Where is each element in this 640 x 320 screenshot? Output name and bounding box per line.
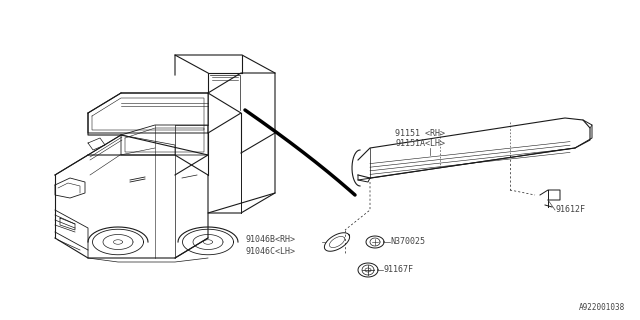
Text: 91151A<LH>: 91151A<LH>: [395, 139, 445, 148]
Text: N370025: N370025: [390, 237, 425, 246]
Text: 91151 <RH>: 91151 <RH>: [395, 129, 445, 138]
Text: 91046B<RH>: 91046B<RH>: [245, 236, 295, 244]
Text: 91167F: 91167F: [383, 266, 413, 275]
Text: A922001038: A922001038: [579, 303, 625, 312]
Text: 91612F: 91612F: [555, 205, 585, 214]
Text: 91046C<LH>: 91046C<LH>: [245, 247, 295, 257]
